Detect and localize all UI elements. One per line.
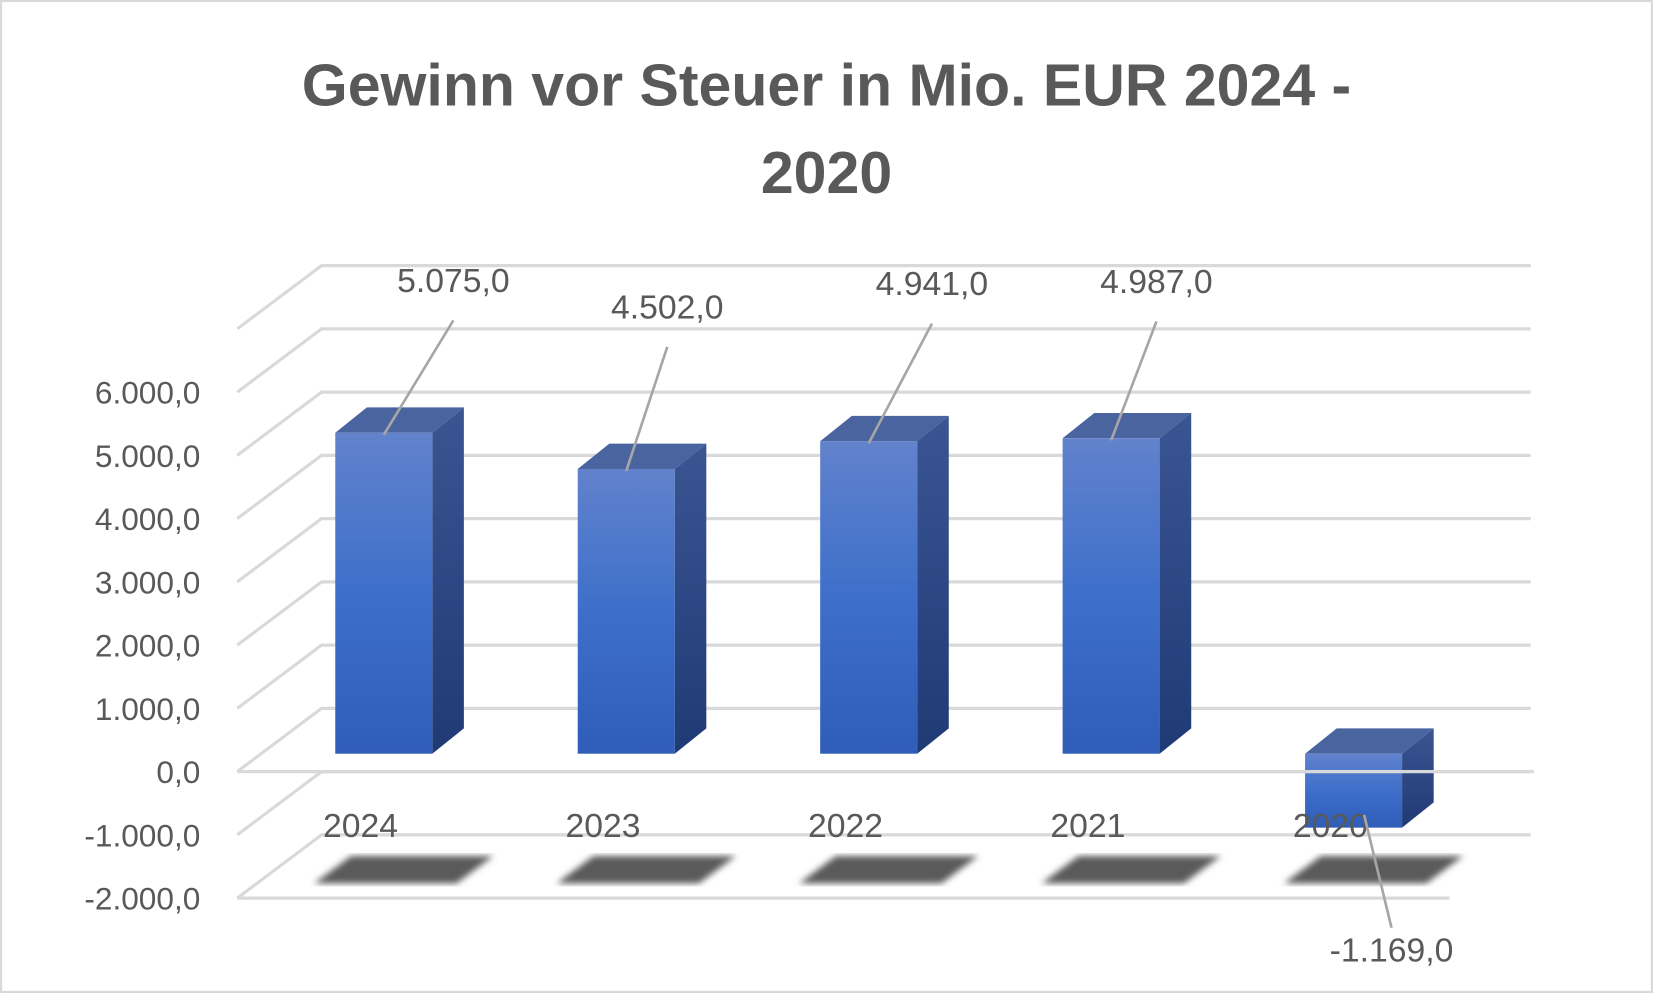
bar-side <box>1402 728 1434 828</box>
gridline <box>236 390 1531 457</box>
bar-shadow <box>314 855 494 884</box>
bar-top <box>335 407 464 433</box>
leader-line <box>1109 321 1158 441</box>
bar <box>335 432 433 754</box>
gridline <box>236 833 1531 900</box>
data-label: 4.502,0 <box>611 288 724 326</box>
chart-title-line-1: Gewinn vor Steuer in Mio. EUR 2024 - <box>302 52 1351 118</box>
chart-title-line-2: 2020 <box>761 140 892 206</box>
y-tick-label: -1.000,0 <box>84 817 200 853</box>
bar-shadow <box>1283 855 1464 884</box>
data-label: 4.941,0 <box>876 265 989 303</box>
x-tick-label: 2022 <box>808 807 883 845</box>
y-tick-label: 6.000,0 <box>95 375 200 411</box>
y-tick-label: 2.000,0 <box>95 628 200 664</box>
bar-side <box>432 407 464 754</box>
leader-line <box>382 319 455 436</box>
y-tick-label: 3.000,0 <box>95 564 200 600</box>
bar-side <box>917 415 949 754</box>
y-tick-label: 4.000,0 <box>95 501 200 537</box>
y-tick-label: 1.000,0 <box>95 691 200 727</box>
gridline <box>236 327 1531 394</box>
bar-shadow <box>799 855 979 884</box>
data-label: 5.075,0 <box>397 262 510 300</box>
leader-line <box>1362 814 1393 928</box>
bar-top <box>577 443 707 469</box>
y-tick-label: 5.000,0 <box>95 438 200 474</box>
data-label: 4.987,0 <box>1100 263 1213 301</box>
leader-line <box>867 323 934 444</box>
bar-top <box>820 415 949 442</box>
y-tick-label: -2.000,0 <box>84 881 200 917</box>
x-tick-label: 2021 <box>1050 807 1125 845</box>
bar-shadow <box>1041 855 1221 884</box>
bar <box>577 468 675 754</box>
x-tick-label: 2023 <box>566 807 641 845</box>
gridline <box>236 264 1531 331</box>
bar-shadow <box>556 855 736 884</box>
bar-side <box>1159 412 1192 754</box>
y-tick-label: 0,0 <box>156 754 200 790</box>
leader-line <box>624 346 669 472</box>
bar <box>820 441 918 754</box>
x-tick-label: 2024 <box>323 807 398 845</box>
bar-side <box>674 443 707 754</box>
data-label: -1.169,0 <box>1330 931 1454 969</box>
bar-top <box>1305 728 1434 754</box>
bar <box>1062 438 1160 754</box>
bar-top <box>1062 412 1192 439</box>
x-tick-label: 2020 <box>1293 807 1368 845</box>
bar <box>1305 753 1403 828</box>
